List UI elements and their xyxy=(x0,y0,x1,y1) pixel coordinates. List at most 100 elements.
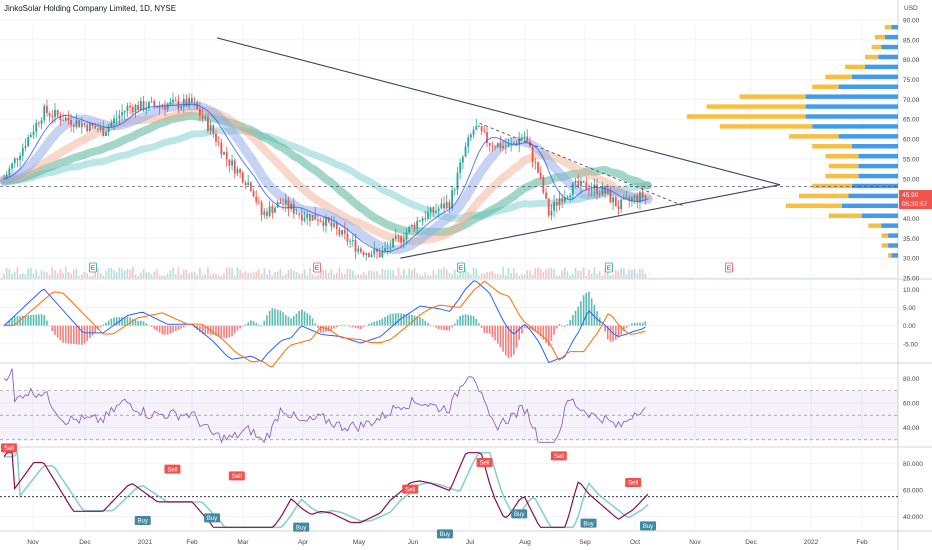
y-tick-label: 80.000 xyxy=(903,461,923,468)
volume-profile-down xyxy=(825,173,859,179)
volume-bar xyxy=(448,272,451,278)
macd-histogram-bar xyxy=(169,325,172,334)
candle-body xyxy=(604,185,606,194)
y-tick-label: 35.00 xyxy=(903,236,920,243)
candle-body xyxy=(614,197,617,207)
candle-body xyxy=(300,214,303,221)
candle-body xyxy=(534,162,537,163)
candle-body xyxy=(617,206,620,210)
volume-bar xyxy=(451,274,453,278)
macd-pane[interactable] xyxy=(3,280,647,368)
candle-body xyxy=(636,195,639,202)
candle-body xyxy=(75,120,78,128)
candle-body xyxy=(453,189,456,191)
oscillator-pane[interactable]: Sell Buy Sell Buy Sell Buy Sell Buy Sell Buy Sell B… xyxy=(0,443,898,539)
candle-body xyxy=(37,122,40,124)
candle-body xyxy=(333,223,335,227)
volume-bar xyxy=(293,270,295,278)
volume-bar xyxy=(389,269,392,278)
volume-bar xyxy=(480,273,483,278)
volume-bar xyxy=(623,268,625,278)
macd-histogram-bar xyxy=(67,325,70,344)
candle-body xyxy=(306,214,309,219)
volume-profile-up xyxy=(878,54,898,60)
macd-histogram-bar xyxy=(21,315,24,326)
macd-histogram-bar xyxy=(378,319,381,326)
trendline-upper xyxy=(216,37,781,186)
macd-histogram-bar xyxy=(381,318,384,326)
oscillator-line xyxy=(3,452,649,528)
macd-histogram-bar xyxy=(558,323,561,326)
volume-bar xyxy=(86,273,88,278)
candle-body xyxy=(169,101,172,105)
macd-histogram-bar xyxy=(177,325,180,330)
volume-bar xyxy=(271,275,274,278)
volume-profile-up xyxy=(891,24,898,30)
volume-bar xyxy=(244,271,247,278)
macd-histogram-bar xyxy=(459,315,461,326)
volume-bar xyxy=(217,275,220,278)
candle-body xyxy=(94,126,97,129)
y-tick-label: 60.00 xyxy=(903,400,920,407)
macd-histogram-bar xyxy=(494,325,496,341)
macd-histogram-bar xyxy=(335,325,338,328)
volume-bar xyxy=(247,272,249,278)
candle-body xyxy=(555,202,558,206)
candle-body xyxy=(491,145,494,147)
price-axes[interactable]: 90.00 85.00 80.00 75.00 70.00 65.00 60.00 55.00… xyxy=(899,18,932,522)
volume-bar xyxy=(32,273,35,278)
candle-body xyxy=(131,107,134,113)
volume-bar xyxy=(555,275,558,278)
symbol-title[interactable]: JinkoSolar Holding Company Limited, 1D, … xyxy=(4,4,176,13)
candle-body xyxy=(432,207,435,213)
candle-body xyxy=(327,217,330,223)
volume-bar xyxy=(558,275,561,278)
macd-histogram-bar xyxy=(54,325,56,336)
macd-histogram-bar xyxy=(279,310,282,326)
volume-bar xyxy=(209,275,212,278)
volume-bar xyxy=(408,268,410,278)
candle-body xyxy=(180,106,182,109)
volume-bar xyxy=(191,272,193,278)
volume-bar xyxy=(405,275,408,278)
macd-histogram-bar xyxy=(62,325,64,343)
volume-profile-up xyxy=(851,183,898,189)
candle-body xyxy=(376,248,378,252)
macd-histogram-bar xyxy=(419,316,421,326)
macd-histogram-bar xyxy=(529,325,531,329)
macd-histogram-bar xyxy=(201,325,204,334)
macd-histogram-bar xyxy=(440,325,443,330)
volume-bar xyxy=(38,275,40,278)
macd-histogram-bar xyxy=(43,315,46,326)
volume-bar xyxy=(118,267,121,278)
volume-bar xyxy=(301,273,303,278)
volume-bar xyxy=(488,271,491,278)
candle-body xyxy=(236,169,239,174)
candle-body xyxy=(354,239,357,252)
volume-bar xyxy=(303,269,306,278)
candle-body xyxy=(416,220,419,229)
rsi-pane[interactable] xyxy=(0,368,898,444)
volume-bar xyxy=(115,272,118,278)
time-axis[interactable]: Nov Dec 2021 Feb Mar Apr May Jun Jul Aug Sep Oct Nov… xyxy=(27,539,868,546)
macd-histogram-bar xyxy=(121,316,123,326)
volume-bar xyxy=(242,273,244,278)
volume-profile-up xyxy=(851,144,898,149)
volume-profile-up xyxy=(865,64,898,70)
volume-bar xyxy=(121,268,123,278)
candle-body xyxy=(639,192,641,202)
earnings-marker-label: E xyxy=(91,265,96,272)
volume-bar xyxy=(593,267,596,278)
volume-bar xyxy=(628,269,631,278)
macd-histogram-bar xyxy=(223,325,225,338)
volume-profile-up xyxy=(848,193,898,199)
macd-histogram-bar xyxy=(303,311,306,326)
volume-bar xyxy=(416,272,419,278)
candle-body xyxy=(569,195,572,197)
macd-histogram-bar xyxy=(574,310,577,326)
macd-histogram-bar xyxy=(298,310,300,326)
moving-average-ribbon xyxy=(0,126,652,222)
earnings-marker xyxy=(89,262,97,273)
